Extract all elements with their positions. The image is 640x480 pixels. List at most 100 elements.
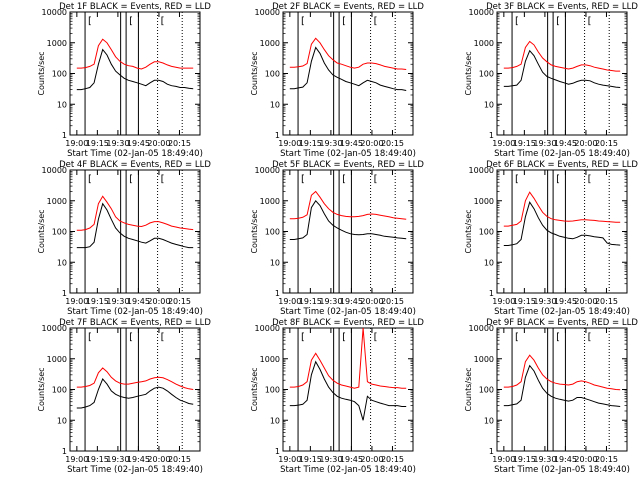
x-tick-label: 20:00 xyxy=(574,297,597,306)
y-tick-label: 10 xyxy=(270,258,280,267)
panel-title: Det 8F BLACK = Events, RED = LLD xyxy=(272,318,424,328)
y-tick-label: 1 xyxy=(275,131,280,140)
y-tick-label: 10000 xyxy=(42,324,67,333)
interval-marker: [ xyxy=(588,174,592,185)
y-tick-label: 10 xyxy=(270,416,280,425)
y-axis-label: Counts/sec xyxy=(37,51,46,95)
interval-marker: [ xyxy=(129,332,133,343)
x-tick-label: 19:00 xyxy=(65,455,88,464)
y-tick-label: 10 xyxy=(484,258,494,267)
x-tick-label: 19:45 xyxy=(127,455,150,464)
y-axis-label: Counts/sec xyxy=(250,209,259,253)
x-tick-label: 20:00 xyxy=(574,455,597,464)
panel-title: Det 5F BLACK = Events, RED = LLD xyxy=(272,160,424,170)
x-tick-label: 19:45 xyxy=(554,139,577,148)
x-axis-label: Start Time (02-Jan-05 18:49:40) xyxy=(280,307,416,317)
y-tick-label: 100 xyxy=(479,228,494,237)
x-tick-label: 19:30 xyxy=(319,297,342,306)
plot-frame xyxy=(496,11,628,136)
x-tick-label: 20:00 xyxy=(147,455,170,464)
x-tick-label: 19:30 xyxy=(106,139,129,148)
x-axis-label: Start Time (02-Jan-05 18:49:40) xyxy=(67,465,203,475)
y-tick-label: 1000 xyxy=(474,355,494,364)
y-tick-label: 100 xyxy=(265,70,280,79)
interval-marker: [ xyxy=(374,174,378,185)
y-tick-label: 10000 xyxy=(469,324,494,333)
events-series-line xyxy=(76,378,194,409)
y-tick-label: 10 xyxy=(484,416,494,425)
y-tick-label: 1 xyxy=(489,131,494,140)
y-tick-label: 1 xyxy=(489,289,494,298)
interval-marker: [ xyxy=(161,16,165,27)
x-tick-label: 19:00 xyxy=(278,139,301,148)
y-tick-label: 10 xyxy=(57,258,67,267)
x-tick-label: 20:00 xyxy=(147,297,170,306)
x-tick-label: 19:45 xyxy=(554,455,577,464)
y-tick-label: 100 xyxy=(479,70,494,79)
x-axis-label: Start Time (02-Jan-05 18:49:40) xyxy=(494,307,630,317)
x-tick-label: 19:15 xyxy=(86,139,109,148)
x-tick-label: 20:15 xyxy=(381,455,404,464)
x-tick-label: 20:15 xyxy=(381,297,404,306)
y-tick-label: 10000 xyxy=(255,324,280,333)
interval-marker: [ xyxy=(374,332,378,343)
x-tick-label: 19:30 xyxy=(533,139,556,148)
plot-frame xyxy=(282,11,414,136)
y-tick-label: 1000 xyxy=(260,197,280,206)
interval-marker: [ xyxy=(556,332,560,343)
y-tick-label: 100 xyxy=(52,70,67,79)
y-tick-label: 1000 xyxy=(260,355,280,364)
lld-series-line xyxy=(289,190,407,220)
x-tick-label: 19:00 xyxy=(278,297,301,306)
interval-marker: [ xyxy=(301,332,305,343)
x-tick-label: 19:15 xyxy=(299,139,322,148)
x-tick-label: 19:30 xyxy=(106,455,129,464)
x-tick-label: 20:15 xyxy=(595,455,618,464)
interval-marker: [ xyxy=(515,332,519,343)
y-tick-label: 1000 xyxy=(47,355,67,364)
x-tick-label: 20:00 xyxy=(360,455,383,464)
y-tick-label: 100 xyxy=(265,228,280,237)
interval-marker: [ xyxy=(129,174,133,185)
x-axis-label: Start Time (02-Jan-05 18:49:40) xyxy=(67,149,203,159)
interval-marker: [ xyxy=(515,16,519,27)
y-tick-label: 1000 xyxy=(474,39,494,48)
interval-marker: [ xyxy=(342,332,346,343)
panel-title: Det 2F BLACK = Events, RED = LLD xyxy=(272,2,424,12)
x-tick-label: 19:45 xyxy=(127,139,150,148)
interval-marker: [ xyxy=(342,16,346,27)
interval-marker: [ xyxy=(161,332,165,343)
x-axis-label: Start Time (02-Jan-05 18:49:40) xyxy=(280,465,416,475)
panel-title: Det 7F BLACK = Events, RED = LLD xyxy=(59,318,211,328)
events-series-line xyxy=(76,202,194,249)
y-tick-label: 1 xyxy=(275,447,280,456)
y-tick-label: 1 xyxy=(275,289,280,298)
x-tick-label: 19:45 xyxy=(340,297,363,306)
plot-frame xyxy=(496,327,628,452)
y-tick-label: 10000 xyxy=(42,8,67,17)
lld-series-line xyxy=(289,327,407,389)
plot-frame xyxy=(69,11,201,136)
y-axis-label: Counts/sec xyxy=(250,51,259,95)
events-series-line xyxy=(76,48,194,91)
panel-title: Det 1F BLACK = Events, RED = LLD xyxy=(59,2,211,12)
x-axis-label: Start Time (02-Jan-05 18:49:40) xyxy=(494,149,630,159)
x-tick-label: 20:15 xyxy=(381,139,404,148)
x-tick-label: 20:00 xyxy=(360,297,383,306)
x-tick-label: 19:00 xyxy=(65,297,88,306)
interval-marker: [ xyxy=(515,174,519,185)
x-tick-label: 20:15 xyxy=(168,297,191,306)
x-tick-label: 19:30 xyxy=(106,297,129,306)
y-tick-label: 1 xyxy=(62,447,67,456)
x-tick-label: 19:00 xyxy=(65,139,88,148)
y-tick-label: 10000 xyxy=(469,166,494,175)
x-tick-label: 19:30 xyxy=(533,297,556,306)
x-tick-label: 19:00 xyxy=(278,455,301,464)
x-tick-label: 19:30 xyxy=(319,139,342,148)
plot-frame xyxy=(69,327,201,452)
y-tick-label: 10 xyxy=(484,100,494,109)
x-tick-label: 20:15 xyxy=(595,139,618,148)
y-axis-label: Counts/sec xyxy=(37,209,46,253)
events-series-line xyxy=(289,46,407,91)
